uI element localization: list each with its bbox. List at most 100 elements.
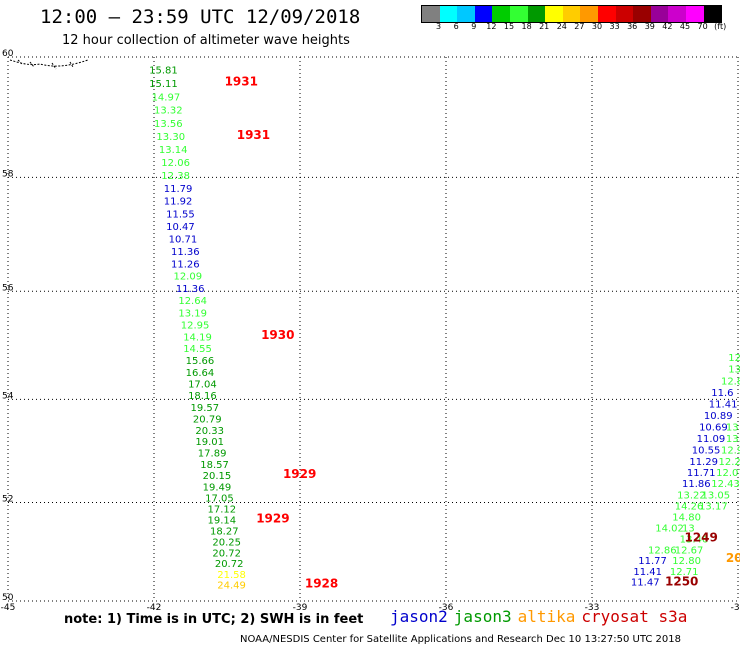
legend-label: 45 <box>679 22 691 31</box>
wave-height-value: 11.71 <box>687 468 716 479</box>
wave-height-value: 12.28 <box>719 457 740 468</box>
wave-height-value: 10.89 <box>704 411 733 422</box>
wave-height-value: 20.72 <box>215 559 244 570</box>
lon-tick-label: -42 <box>147 603 162 613</box>
legend-label: 15 <box>503 22 515 31</box>
lon-tick-label: -30 <box>731 603 740 613</box>
wave-height-value: 15.11 <box>149 79 178 90</box>
legend-label: 39 <box>644 22 655 31</box>
wave-height-value: 18.57 <box>200 460 229 471</box>
legend-swatch <box>597 6 616 22</box>
wave-height-value: 12.86 <box>648 545 677 556</box>
wave-height-value: 12.64 <box>178 296 207 307</box>
wave-height-value: 17.89 <box>198 449 227 460</box>
legend-swatch <box>685 6 704 22</box>
wave-height-value: 13.19 <box>178 308 207 319</box>
wave-height-value: 11.55 <box>166 209 195 220</box>
wave-height-value: 13.32 <box>154 106 183 117</box>
wave-height-value: 18.27 <box>210 526 239 537</box>
legend-label: 18 <box>521 22 532 31</box>
note-text: note: 1) Time is in UTC; 2) SWH is in fe… <box>64 612 364 627</box>
wave-height-value: 15.81 <box>149 65 178 76</box>
wave-height-value: 14.97 <box>152 92 181 103</box>
lat-tick-label: 54 <box>2 391 14 401</box>
wave-height-value: 11.86 <box>682 479 711 490</box>
lat-tick-label: 56 <box>2 283 14 293</box>
satellite-name: jason2 <box>390 607 448 626</box>
wave-height-value: 12.71 <box>670 567 699 578</box>
wave-height-value: 12.43 <box>711 479 740 490</box>
legend-swatch <box>545 6 563 22</box>
lon-tick-label: -36 <box>439 603 454 613</box>
wave-height-value: 12.07 <box>716 468 740 479</box>
wave-height-value: 12.80 <box>672 556 701 567</box>
legend-swatch <box>580 6 598 22</box>
wave-height-value: 19.49 <box>203 482 232 493</box>
legend-swatch <box>633 6 651 22</box>
legend-label: 3 <box>436 22 442 31</box>
wave-height-value: 11.29 <box>689 457 718 468</box>
wave-height-value: 14.19 <box>183 332 212 343</box>
wave-height-value: 17.05 <box>205 493 234 504</box>
legend-label: 70 <box>697 22 708 31</box>
legend-label: 9 <box>471 22 477 31</box>
wave-height-value: 13.56 <box>154 119 183 130</box>
wave-height-value: 13.3 <box>726 434 740 445</box>
lat-tick-label: 52 <box>2 494 13 504</box>
wave-height-value: 13 <box>728 365 740 376</box>
wave-height-value: 11.92 <box>164 197 193 208</box>
wave-height-value: 21.58 <box>217 570 246 581</box>
wave-height-value: 14.55 <box>183 344 212 355</box>
lat-tick-label: 60 <box>2 49 14 59</box>
wave-height-value: 11.26 <box>171 259 200 270</box>
page-title: 12:00 — 23:59 UTC 12/09/2018 <box>40 6 361 28</box>
coastline-icon <box>9 59 89 70</box>
color-scale-legend <box>421 5 723 23</box>
map-grid <box>7 56 739 602</box>
time-labels: 1931 1931 1930 1929 1929 1928 1249 2045 1250 <box>225 75 740 591</box>
wave-height-value: 14.26 <box>675 501 704 512</box>
legend-swatch <box>439 6 458 22</box>
wave-height-value: 11.36 <box>176 284 205 295</box>
wave-height-value: 12.38 <box>161 171 190 182</box>
legend-swatch <box>562 6 581 22</box>
wave-height-value: 14.80 <box>672 513 701 524</box>
wave-height-value: 12.09 <box>173 272 202 283</box>
axis-ticks: -45 -42 -39 -36 -33 -30 60 58 56 54 52 50 <box>1 49 740 613</box>
legend-label: 42 <box>662 22 673 31</box>
legend-label: 6 <box>453 22 459 31</box>
satellite-legend: jason2 jason3 altika cryosat s3a <box>390 607 693 626</box>
pass-time-label: 1929 <box>283 467 316 481</box>
wave-height-value: 17.12 <box>208 504 237 515</box>
wave-height-value: 12.95 <box>181 320 210 331</box>
data-points: 15.81 15.11 14.97 13.32 13.56 13.30 13.14 12.06… <box>149 65 740 591</box>
pass-time-label: 1929 <box>256 512 289 526</box>
legend-swatch <box>509 6 528 22</box>
pass-time-label: 1931 <box>237 128 270 142</box>
legend-label: 33 <box>609 22 620 31</box>
wave-height-value: 15.66 <box>186 356 215 367</box>
lat-tick-label: 58 <box>2 169 14 179</box>
legend-label: 30 <box>591 22 603 31</box>
wave-height-value: 11.79 <box>164 184 193 195</box>
wave-height-value: 14.02 <box>655 523 684 534</box>
legend-label: 36 <box>627 22 638 31</box>
lon-tick-label: -39 <box>293 603 308 613</box>
wave-height-value: 20.25 <box>212 537 241 548</box>
pass-time-label: 1930 <box>261 328 294 342</box>
satellite-name: cryosat s3a <box>581 607 688 626</box>
wave-height-value: 13 <box>682 523 695 534</box>
wave-height-value: 13.30 <box>156 132 185 143</box>
wave-height-value: 20.33 <box>195 426 224 437</box>
wave-height-value: 13.05 <box>702 490 731 501</box>
legend-label: 24 <box>556 22 567 31</box>
wave-height-value: 19.14 <box>208 516 237 527</box>
wave-height-value: 17.04 <box>188 380 217 391</box>
legend-swatch <box>474 6 493 22</box>
legend-swatch <box>492 6 510 22</box>
wave-height-value: 11.77 <box>638 556 667 567</box>
pass-time-label: 2045 <box>726 551 740 565</box>
wave-height-value: 10.69 <box>699 423 728 434</box>
wave-height-value: 11.6 <box>711 388 733 399</box>
lon-tick-label: -33 <box>585 603 600 613</box>
